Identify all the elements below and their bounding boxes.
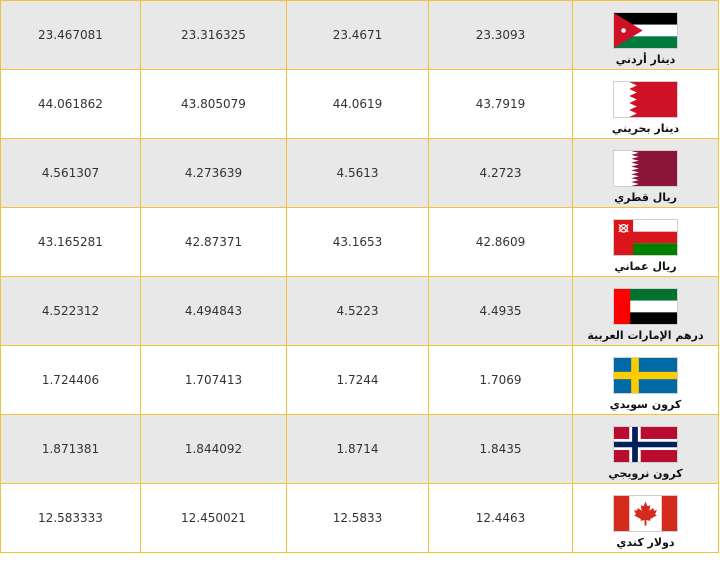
rate-cell: 12.583333 xyxy=(0,483,141,553)
rate-cell: 1.844092 xyxy=(140,414,287,484)
rate-cell: 4.4935 xyxy=(428,276,573,346)
currency-cell: دينار بحريني xyxy=(572,69,719,139)
jordan-flag-icon xyxy=(613,12,678,49)
rate-cell: 4.273639 xyxy=(140,138,287,208)
rate-cell: 43.805079 xyxy=(140,69,287,139)
table-row: 1.871381 1.844092 1.8714 1.8435 كرون نرو… xyxy=(0,414,719,484)
currency-cell: ريال عماني xyxy=(572,207,719,277)
currency-name: ريال عماني xyxy=(614,260,677,273)
rate-cell: 1.871381 xyxy=(0,414,141,484)
currency-name: دينار أردني xyxy=(615,53,676,66)
canada-flag-icon xyxy=(613,495,678,532)
rate-cell: 42.87371 xyxy=(140,207,287,277)
oman-flag-icon xyxy=(613,219,678,256)
rate-cell: 43.165281 xyxy=(0,207,141,277)
rate-cell: 43.1653 xyxy=(286,207,429,277)
rate-cell: 1.8435 xyxy=(428,414,573,484)
rate-cell: 4.2723 xyxy=(428,138,573,208)
rate-cell: 12.5833 xyxy=(286,483,429,553)
rate-cell: 4.494843 xyxy=(140,276,287,346)
currency-name: درهم الإمارات العربية xyxy=(587,329,704,342)
bahrain-flag-icon xyxy=(613,81,678,118)
rate-cell: 43.7919 xyxy=(428,69,573,139)
currency-cell: درهم الإمارات العربية xyxy=(572,276,719,346)
qatar-flag-icon xyxy=(613,150,678,187)
table-row: 44.061862 43.805079 44.0619 43.7919 دينا… xyxy=(0,69,719,139)
currency-name: دينار بحريني xyxy=(611,122,680,135)
rate-cell: 23.316325 xyxy=(140,0,287,70)
currency-cell: دينار أردني xyxy=(572,0,719,70)
currency-name: دولار كندي xyxy=(616,536,675,549)
table-row: 4.522312 4.494843 4.5223 4.4935 درهم الإ… xyxy=(0,276,719,346)
rate-cell: 12.4463 xyxy=(428,483,573,553)
rate-cell: 1.7244 xyxy=(286,345,429,415)
rate-cell: 4.561307 xyxy=(0,138,141,208)
rate-cell: 23.3093 xyxy=(428,0,573,70)
rate-cell: 4.5223 xyxy=(286,276,429,346)
currency-cell: دولار كندي xyxy=(572,483,719,553)
norway-flag-icon xyxy=(613,426,678,463)
table-row: 23.467081 23.316325 23.4671 23.3093 دينا… xyxy=(0,0,719,70)
uae-flag-icon xyxy=(613,288,678,325)
rate-cell: 4.5613 xyxy=(286,138,429,208)
currency-cell: كرون نرويجي xyxy=(572,414,719,484)
rate-cell: 4.522312 xyxy=(0,276,141,346)
table-row: 12.583333 12.450021 12.5833 12.4463 دولا… xyxy=(0,483,719,553)
rate-cell: 1.8714 xyxy=(286,414,429,484)
rate-cell: 23.4671 xyxy=(286,0,429,70)
table-row: 1.724406 1.707413 1.7244 1.7069 كرون سوي… xyxy=(0,345,719,415)
rate-cell: 1.707413 xyxy=(140,345,287,415)
rate-cell: 44.0619 xyxy=(286,69,429,139)
rate-cell: 1.724406 xyxy=(0,345,141,415)
rate-cell: 42.8609 xyxy=(428,207,573,277)
currency-cell: ريال قطري xyxy=(572,138,719,208)
rate-cell: 44.061862 xyxy=(0,69,141,139)
currency-name: كرون سويدي xyxy=(609,398,682,411)
currency-name: ريال قطري xyxy=(614,191,677,204)
sweden-flag-icon xyxy=(613,357,678,394)
currency-name: كرون نرويجي xyxy=(608,467,683,480)
table-row: 43.165281 42.87371 43.1653 42.8609 ر xyxy=(0,207,719,277)
rate-cell: 12.450021 xyxy=(140,483,287,553)
table-row: 4.561307 4.273639 4.5613 4.2723 ريال قطر… xyxy=(0,138,719,208)
rate-cell: 1.7069 xyxy=(428,345,573,415)
currency-cell: كرون سويدي xyxy=(572,345,719,415)
rate-cell: 23.467081 xyxy=(0,0,141,70)
